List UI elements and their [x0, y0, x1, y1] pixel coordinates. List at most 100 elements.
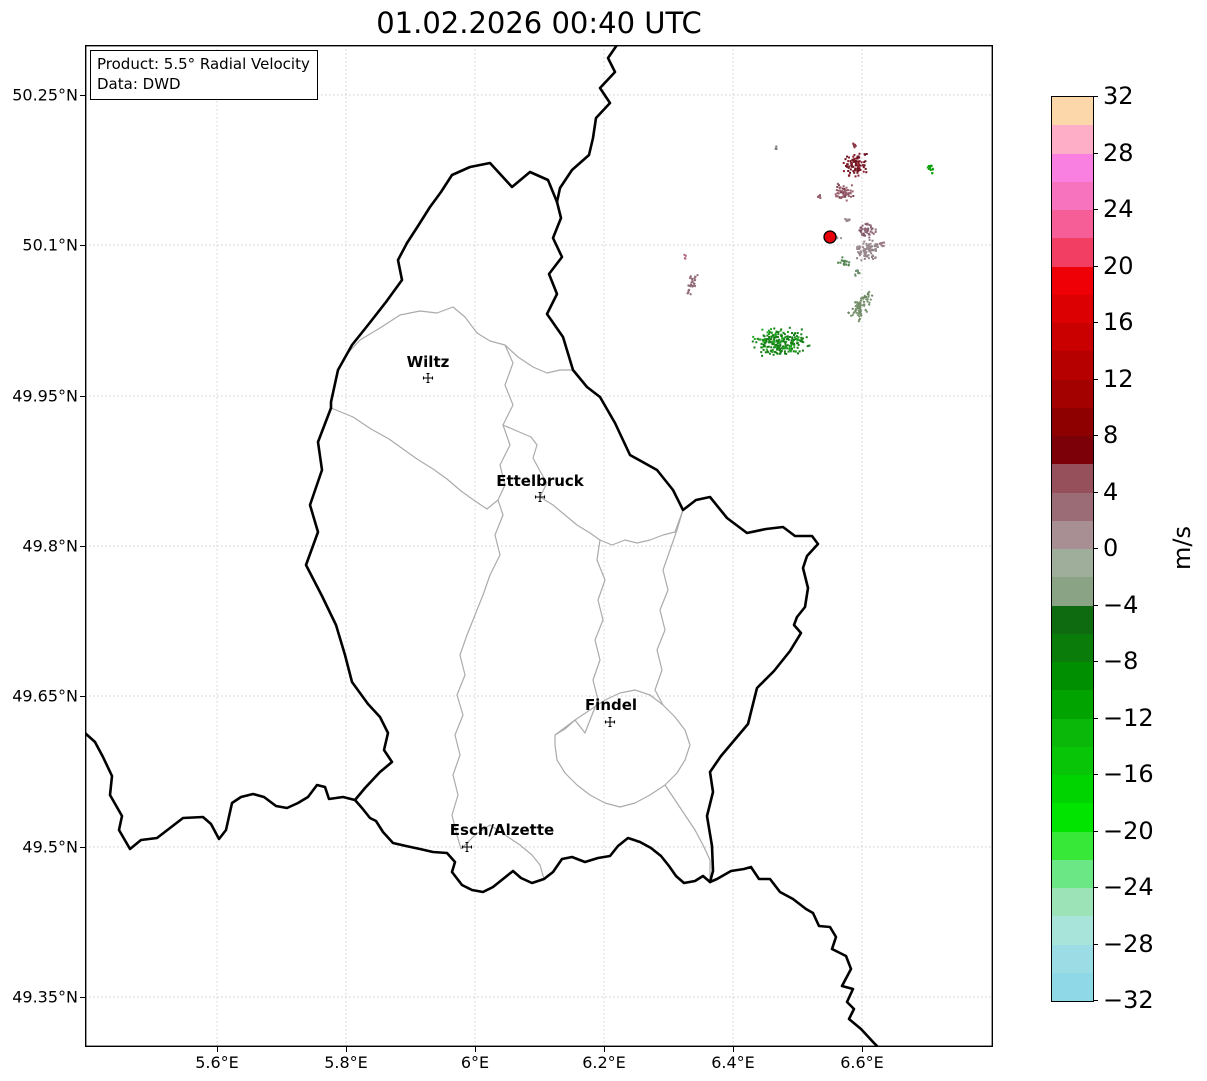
x-axis-tick-mark — [862, 1047, 863, 1052]
colorbar-band — [1052, 153, 1093, 182]
colorbar-tick-label: −12 — [1103, 703, 1154, 732]
y-axis-tick-mark — [80, 245, 85, 246]
canton-boundaries — [330, 306, 711, 882]
y-axis-tick-label: 50.1°N — [22, 235, 78, 255]
x-axis-tick-mark — [217, 1047, 218, 1052]
radar-echoes — [683, 142, 934, 357]
colorbar-band — [1052, 351, 1093, 380]
x-axis-tick-label: 5.8°E — [324, 1053, 368, 1072]
y-axis-tick-mark — [80, 396, 85, 397]
colorbar-band — [1052, 181, 1093, 210]
colorbar-band — [1052, 775, 1093, 804]
radar-echo-cluster — [834, 182, 855, 202]
colorbar-tick-mark — [1093, 152, 1098, 154]
colorbar-tick-label: 20 — [1103, 251, 1134, 280]
colorbar-tick-label: −4 — [1103, 590, 1139, 619]
x-axis-tick-label: 6.4°E — [711, 1053, 755, 1072]
radar-echo-cluster — [854, 269, 861, 277]
radar-site-marker — [823, 230, 837, 244]
radar-echo-cluster — [847, 290, 874, 323]
x-axis-tick-label: 6.6°E — [840, 1053, 884, 1072]
country-borders — [83, 43, 880, 1049]
x-axis-tick-mark — [604, 1047, 605, 1052]
colorbar-tick-mark — [1093, 887, 1098, 888]
colorbar-band — [1052, 294, 1093, 323]
colorbar-band — [1052, 662, 1093, 691]
city-label: Wiltz — [407, 353, 450, 371]
colorbar-band — [1052, 323, 1093, 352]
colorbar-band — [1052, 972, 1093, 1001]
colorbar-band — [1052, 379, 1093, 408]
colorbar-tick-mark — [1093, 209, 1098, 210]
colorbar-band — [1052, 831, 1093, 860]
y-axis-tick-label: 49.95°N — [12, 386, 78, 406]
x-axis-tick-label: 6°E — [460, 1053, 490, 1072]
colorbar-tick-mark — [1093, 322, 1098, 323]
city-cross-marker — [534, 491, 546, 503]
grid-lines — [85, 45, 993, 1047]
colorbar-tick-mark — [1093, 548, 1098, 549]
colorbar-tick-label: −24 — [1103, 873, 1154, 901]
colorbar-tick-label: 0 — [1103, 534, 1119, 562]
city-label: Ettelbruck — [496, 472, 585, 490]
colorbar-band — [1052, 746, 1093, 775]
colorbar-tick-mark — [1093, 1000, 1098, 1001]
colorbar-tick-mark — [1093, 717, 1098, 719]
colorbar-band — [1052, 238, 1093, 267]
colorbar-tick-mark — [1093, 378, 1098, 380]
colorbar-band — [1052, 916, 1093, 945]
colorbar-tick-label: −8 — [1103, 647, 1139, 675]
y-axis-tick-mark — [80, 696, 85, 697]
radar-echo-cluster — [844, 218, 851, 223]
y-axis-tick-label: 49.35°N — [12, 987, 78, 1007]
colorbar-tick-mark — [1093, 96, 1098, 97]
colorbar-tick-mark — [1093, 830, 1098, 832]
colorbar-tick-mark — [1093, 774, 1098, 775]
colorbar-band — [1052, 605, 1093, 634]
colorbar-tick-label: −28 — [1103, 929, 1154, 958]
colorbar-band — [1052, 859, 1093, 888]
colorbar-tick-label: −32 — [1103, 986, 1154, 1014]
x-axis-tick-label: 5.6°E — [195, 1053, 239, 1072]
figure-title: 01.02.2026 00:40 UTC — [376, 6, 702, 40]
radar-echo-cluster — [686, 273, 699, 296]
radar-echo-cluster — [683, 253, 687, 260]
colorbar-tick-mark — [1093, 604, 1098, 606]
x-axis-tick-mark — [475, 1047, 476, 1052]
city-cross-marker — [604, 716, 616, 728]
colorbar-tick-label: 32 — [1103, 82, 1134, 110]
radar-echo-cluster — [751, 326, 811, 357]
colorbar-band — [1052, 210, 1093, 239]
colorbar-band — [1052, 690, 1093, 719]
colorbar-unit-label: m/s — [1168, 526, 1196, 570]
colorbar-tick-label: 8 — [1103, 421, 1119, 449]
y-axis-tick-mark — [80, 95, 85, 96]
radar-echo-cluster — [852, 142, 857, 149]
y-axis-tick-label: 49.5°N — [22, 837, 78, 857]
colorbar-tick-mark — [1093, 661, 1098, 662]
product-info-line1: Product: 5.5° Radial Velocity — [97, 55, 310, 73]
colorbar-band — [1052, 803, 1093, 832]
city-cross-marker — [422, 372, 434, 384]
map-plot-area: Wiltz Ettelbruck Findel Esch/Alzette — [83, 43, 993, 1049]
colorbar-tick-label: −20 — [1103, 816, 1154, 845]
y-axis-tick-label: 50.25°N — [12, 85, 78, 105]
colorbar-tick-label: 24 — [1103, 195, 1134, 223]
x-axis-tick-label: 6.2°E — [582, 1053, 626, 1072]
radar-echo-cluster — [837, 256, 851, 267]
colorbar-band — [1052, 97, 1093, 126]
y-axis-tick-label: 49.65°N — [12, 686, 78, 706]
radar-echo-cluster — [858, 222, 877, 239]
colorbar-tick-mark — [1093, 943, 1098, 945]
x-axis-tick-mark — [733, 1047, 734, 1052]
colorbar-band — [1052, 718, 1093, 747]
colorbar-band — [1052, 407, 1093, 436]
city-cross-marker — [461, 841, 473, 853]
colorbar-band — [1052, 633, 1093, 662]
colorbar-band — [1052, 520, 1093, 549]
radar-echo-cluster — [817, 194, 822, 199]
y-axis-tick-mark — [80, 997, 85, 998]
colorbar-tick-mark — [1093, 265, 1098, 267]
colorbar-tick-label: 28 — [1103, 138, 1134, 167]
